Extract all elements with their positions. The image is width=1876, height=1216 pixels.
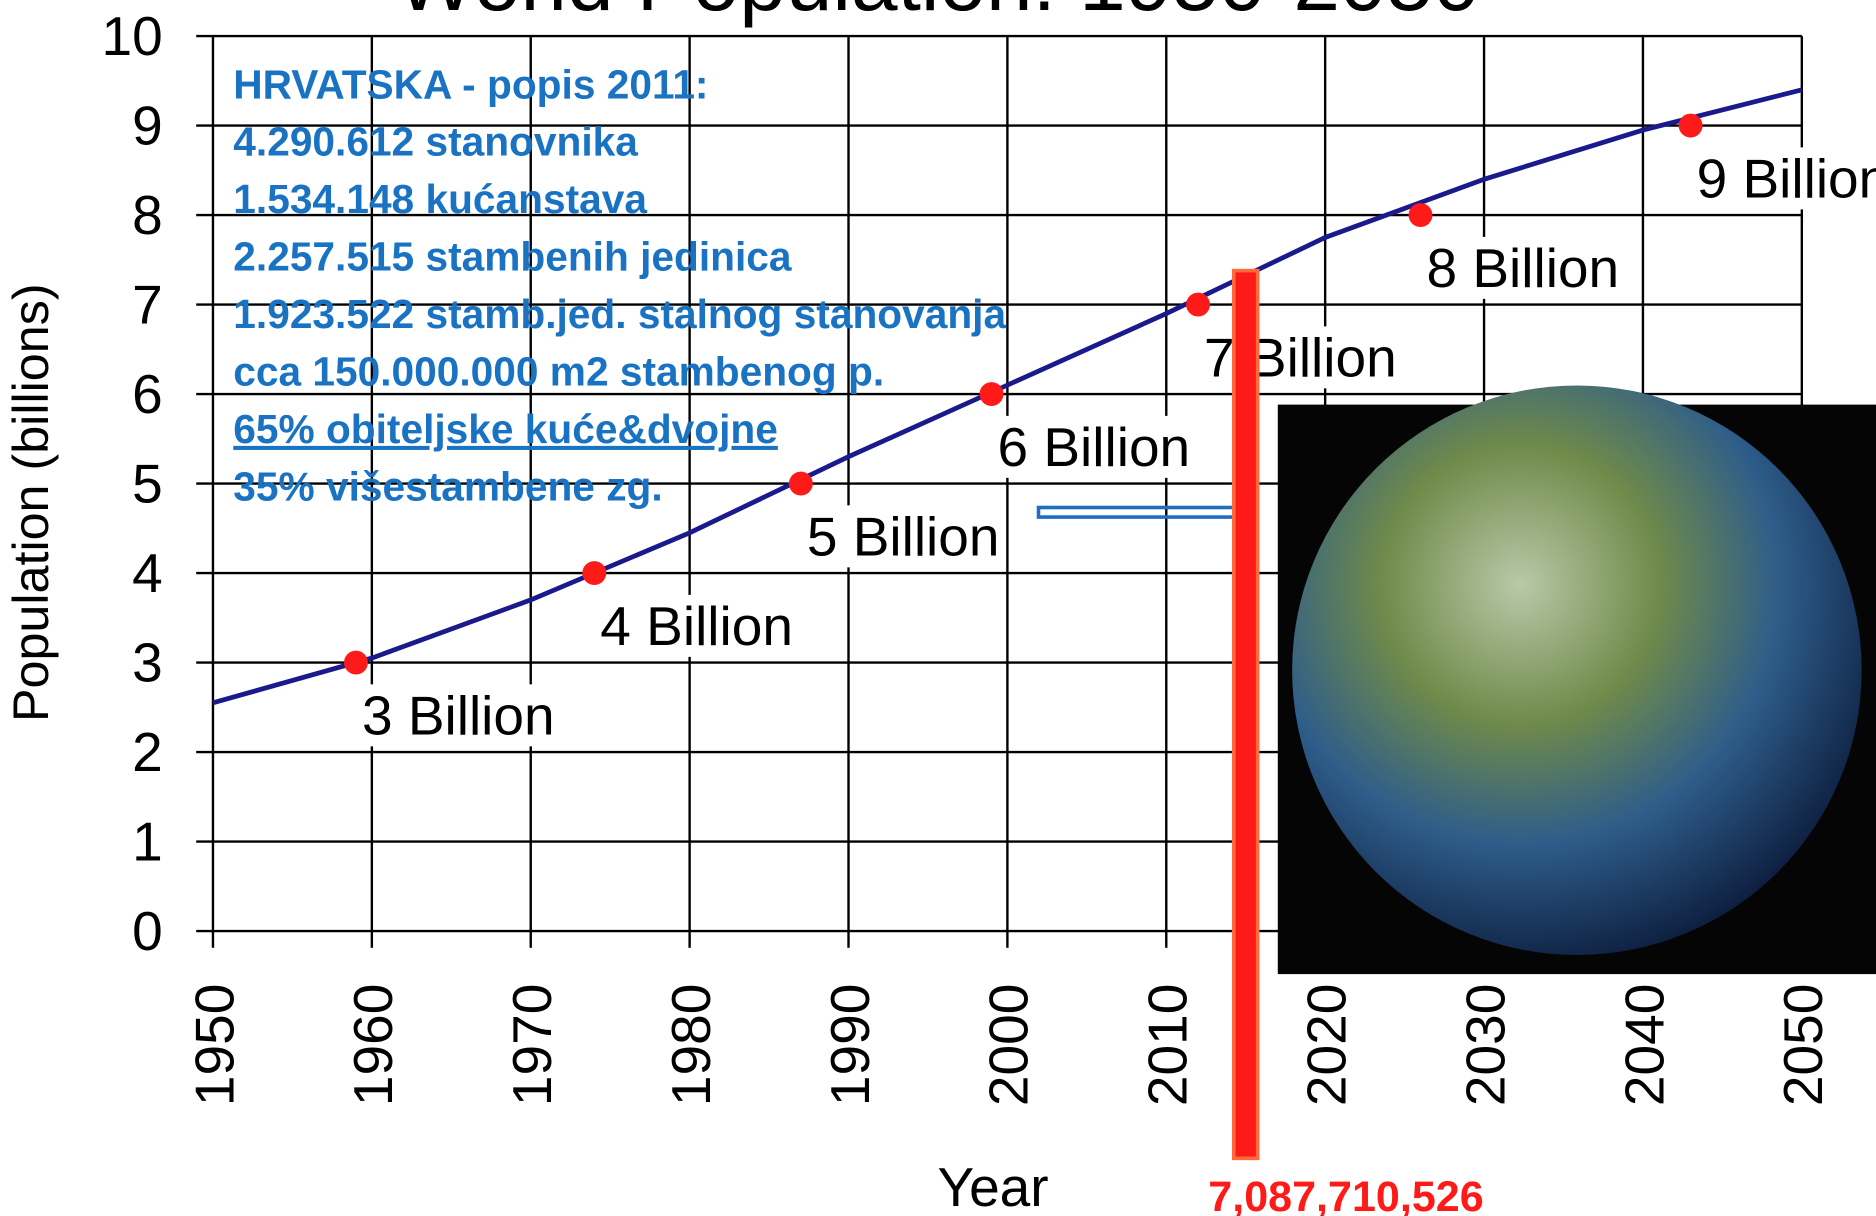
x-tick-label: 1990 bbox=[819, 984, 881, 1106]
y-tick-label: 0 bbox=[132, 900, 163, 962]
earth-globe bbox=[1292, 385, 1862, 955]
y-tick-label: 5 bbox=[132, 453, 163, 515]
x-axis-label: Year bbox=[937, 1156, 1048, 1216]
label-bg bbox=[595, 594, 798, 657]
info-line: cca 150.000.000 m2 stambenog p. bbox=[233, 348, 884, 394]
connector bbox=[1036, 505, 1254, 519]
milestone-point bbox=[788, 471, 813, 496]
x-tick-label: 2030 bbox=[1454, 984, 1516, 1106]
y-axis-label: Population (billions) bbox=[3, 283, 59, 722]
x-tick-label: 2000 bbox=[978, 984, 1040, 1106]
milestone-label: 8 Billion bbox=[1426, 237, 1619, 299]
milestone-point bbox=[343, 650, 368, 675]
y-tick-label: 10 bbox=[102, 5, 163, 67]
milestone-label: 5 Billion bbox=[807, 505, 1000, 567]
info-line: HRVATSKA - popis 2011: bbox=[233, 61, 708, 107]
y-tick-label: 8 bbox=[132, 184, 163, 246]
marker-bar bbox=[1231, 268, 1260, 1161]
info-line: 1.923.522 stamb.jed. stalnog stanovanja bbox=[233, 291, 1006, 337]
milestone-label: 3 Billion bbox=[362, 684, 555, 746]
label-bg bbox=[1421, 236, 1624, 299]
milestone-point bbox=[1186, 292, 1211, 317]
label-bg bbox=[802, 505, 1005, 568]
y-tick-label: 4 bbox=[132, 542, 163, 604]
x-tick-label: 2050 bbox=[1772, 984, 1834, 1106]
x-tick-label: 2010 bbox=[1137, 984, 1199, 1106]
y-tick-label: 1 bbox=[132, 811, 163, 873]
chart-title: World Population: 1950-2050 bbox=[396, 0, 1479, 28]
info-line: 4.290.612 stanovnika bbox=[233, 119, 638, 165]
y-tick-label: 7 bbox=[132, 274, 163, 336]
label-bg bbox=[992, 415, 1195, 478]
info-line: 65% obiteljske kuće&dvojne bbox=[233, 406, 778, 452]
x-tick-label: 1960 bbox=[342, 984, 404, 1106]
x-tick-label: 1950 bbox=[183, 984, 245, 1106]
milestone-label: 4 Billion bbox=[600, 595, 793, 657]
y-tick-label: 9 bbox=[132, 95, 163, 157]
population-line bbox=[212, 87, 1803, 706]
x-tick-label: 1970 bbox=[501, 984, 563, 1106]
y-tick-label: 6 bbox=[132, 363, 163, 425]
info-line: 1.534.148 kućanstava bbox=[233, 176, 647, 222]
milestone-point bbox=[1408, 203, 1433, 228]
milestone-point bbox=[1678, 113, 1703, 138]
y-tick-label: 3 bbox=[132, 632, 163, 694]
milestone-point bbox=[582, 561, 607, 586]
info-line: 35% višestambene zg. bbox=[233, 463, 662, 509]
label-bg bbox=[357, 684, 560, 747]
x-tick-label: 2040 bbox=[1613, 984, 1675, 1106]
y-tick-label: 2 bbox=[132, 721, 163, 783]
info-line: 2.257.515 stambenih jedinica bbox=[233, 234, 792, 280]
x-tick-label: 2020 bbox=[1296, 984, 1358, 1106]
x-tick-label: 1980 bbox=[660, 984, 722, 1106]
label-bg bbox=[1691, 147, 1876, 210]
milestone-label: 9 Billion bbox=[1697, 147, 1876, 209]
marker-label: 7,087,710,526 bbox=[1208, 1173, 1483, 1216]
milestone-label: 6 Billion bbox=[997, 416, 1190, 478]
milestone-point bbox=[979, 382, 1004, 407]
